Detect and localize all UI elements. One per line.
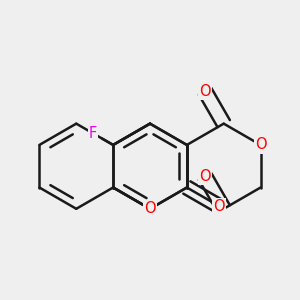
Text: O: O xyxy=(144,201,156,216)
Text: F: F xyxy=(89,126,97,141)
Text: O: O xyxy=(214,199,225,214)
Text: O: O xyxy=(199,84,211,99)
Text: O: O xyxy=(199,169,211,184)
Text: O: O xyxy=(255,137,266,152)
